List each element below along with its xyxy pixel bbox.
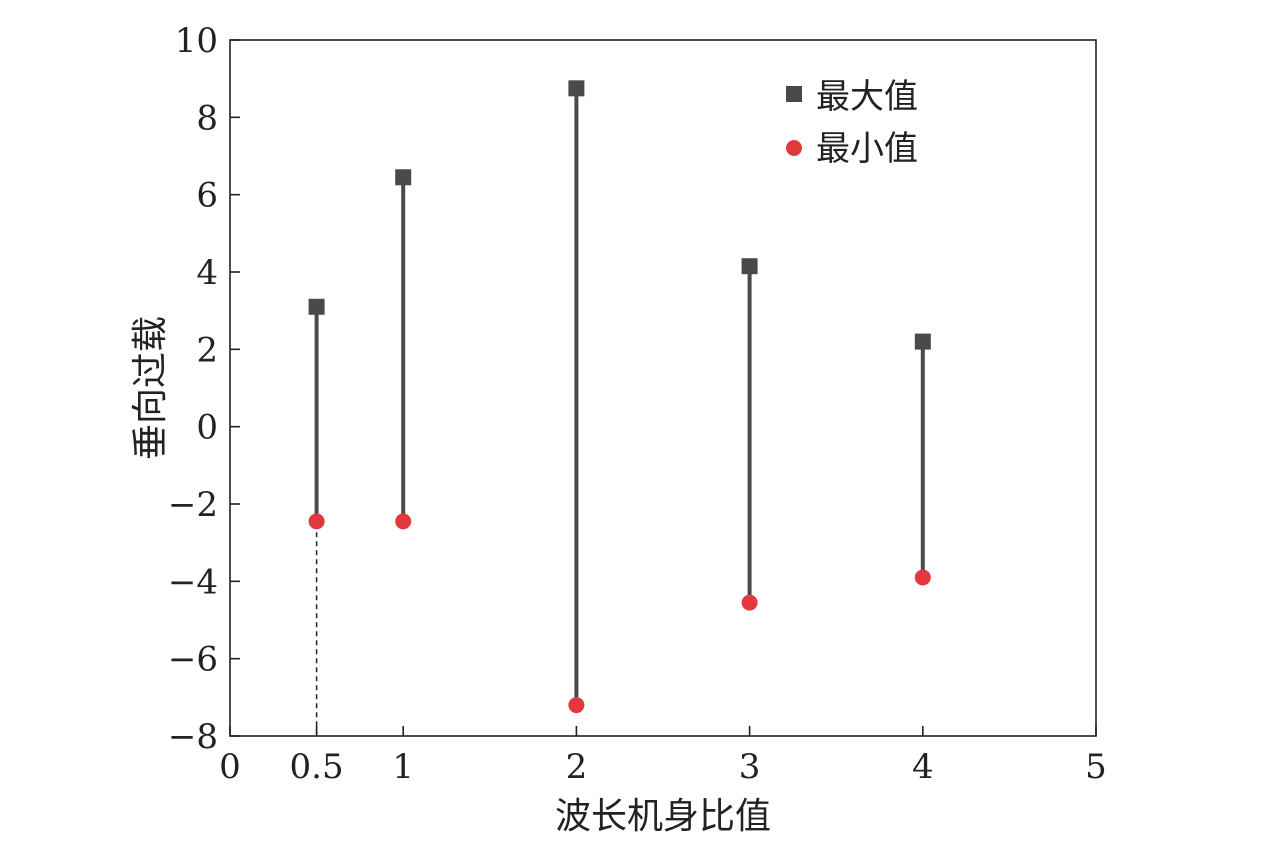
- max-point: [741, 258, 758, 275]
- x-tick-label: 1: [392, 747, 414, 787]
- y-axis-ticks: −8 −6 −4 −2 0 2 4 6 8 10: [168, 21, 240, 757]
- legend: 最大值 最小值: [786, 77, 918, 169]
- markers-layer: [308, 80, 931, 714]
- y-tick-label: 0: [196, 408, 218, 448]
- max-point: [568, 80, 585, 97]
- x-tick-label: 0.5: [290, 747, 344, 787]
- y-tick-label: −4: [168, 562, 218, 602]
- legend-label-min: 最小值: [816, 129, 918, 169]
- min-point: [568, 697, 585, 714]
- max-point: [395, 169, 412, 186]
- legend-marker-min: [786, 140, 802, 156]
- y-axis-label: 垂向过载: [130, 316, 171, 460]
- y-tick-label: 4: [196, 253, 218, 293]
- y-tick-label: 6: [196, 176, 218, 216]
- y-tick-label: 2: [196, 330, 218, 370]
- legend-marker-max: [786, 86, 802, 102]
- y-tick-label: −2: [168, 485, 218, 525]
- min-point: [914, 569, 931, 586]
- plot-area: [229, 39, 1097, 737]
- y-tick-label: −6: [168, 640, 218, 680]
- min-point: [395, 513, 412, 530]
- y-tick-label: 10: [175, 21, 218, 61]
- x-tick-label: 4: [912, 747, 934, 787]
- min-point: [741, 594, 758, 611]
- x-axis-ticks: 0 0.5 1 2 3 4 5: [219, 726, 1107, 787]
- min-point: [308, 513, 325, 530]
- x-axis-label: 波长机身比值: [555, 796, 771, 837]
- max-point: [914, 333, 931, 350]
- x-tick-label: 2: [566, 747, 588, 787]
- x-tick-label: 3: [739, 747, 761, 787]
- legend-label-max: 最大值: [816, 77, 918, 117]
- y-tick-label: 8: [196, 98, 218, 138]
- y-tick-label: −8: [168, 717, 218, 757]
- x-tick-label: 5: [1085, 747, 1107, 787]
- x-tick-label: 0: [219, 747, 241, 787]
- range-lines-layer: [314, 88, 925, 706]
- max-point: [308, 298, 325, 315]
